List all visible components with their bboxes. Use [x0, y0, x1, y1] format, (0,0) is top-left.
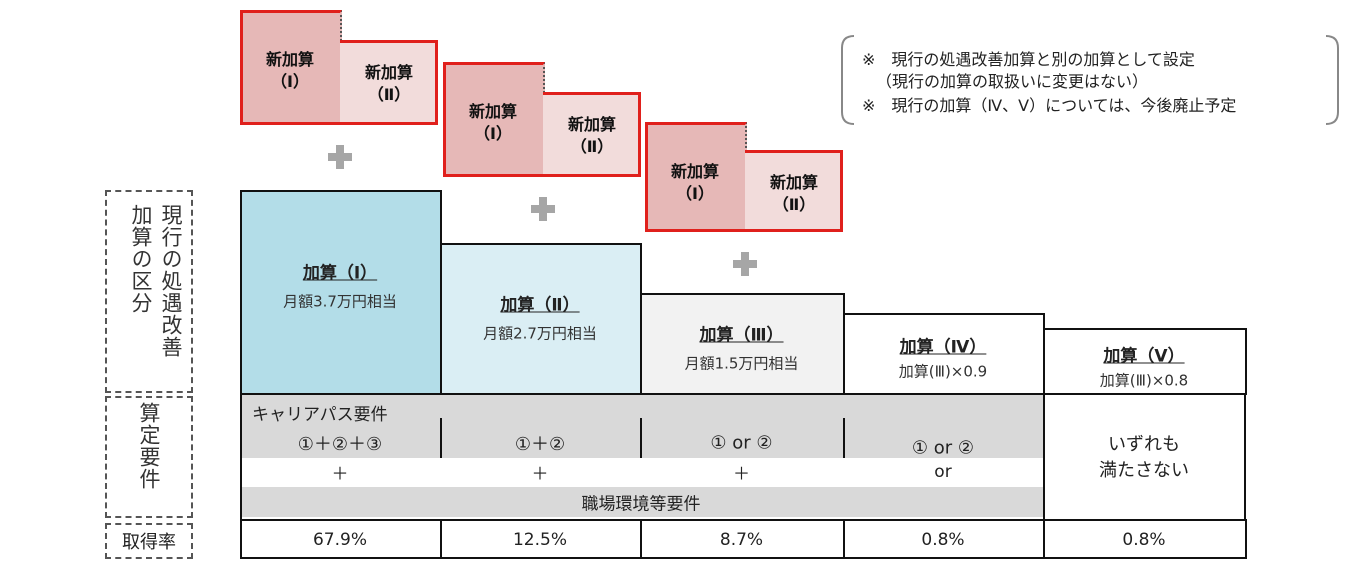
workplace-band — [240, 487, 1043, 517]
column-name: 加算（Ⅴ） — [1103, 346, 1185, 367]
rate: 0.8% — [1122, 530, 1166, 550]
new-addition-name: 新加算 — [265, 50, 315, 69]
column-amount: 月額3.7万円相当 — [283, 292, 397, 311]
rate: 0.8% — [921, 530, 965, 550]
plus-icon — [531, 197, 555, 221]
new-addition-name: 新加算 — [769, 173, 819, 192]
requirement: 満たさない — [1099, 460, 1189, 481]
new-addition-name: 新加算 — [364, 63, 414, 82]
workplace-label: 職場環境等要件 — [581, 494, 701, 515]
requirement: ① or ② — [710, 432, 773, 454]
column-amount: 月額2.7万円相当 — [483, 324, 597, 343]
requirement: いずれも — [1108, 434, 1180, 455]
column-name: 加算（Ⅰ） — [302, 263, 378, 284]
column — [843, 313, 1045, 395]
new-addition-name: 新加算 — [567, 115, 617, 134]
connector: ＋ — [733, 464, 750, 485]
rate: 67.9% — [312, 530, 368, 550]
column-amount: 月額1.5万円相当 — [684, 354, 799, 373]
row-label: 取得率 — [122, 532, 176, 553]
rate: 12.5% — [512, 530, 568, 550]
column-divider — [1043, 393, 1045, 521]
new-addition-box — [240, 10, 342, 125]
connector: ＋ — [331, 464, 349, 485]
rate-cell — [1043, 519, 1247, 559]
note-line: （現行の加算の取扱いに変更はない） — [876, 72, 1149, 91]
note-line: ※ 現行の加算（Ⅳ、Ⅴ）については、今後廃止予定 — [862, 96, 1237, 115]
requirement: ①＋② — [514, 434, 566, 455]
column-amount: 加算(Ⅲ)×0.9 — [898, 362, 988, 381]
new-addition-box — [443, 62, 545, 177]
career-path-label: キャリアパス要件 — [252, 405, 388, 425]
requirement: ① or ② — [911, 437, 975, 459]
new-addition-box — [543, 92, 641, 177]
note-bracket — [841, 35, 1339, 125]
connector: or — [934, 462, 952, 482]
column-divider — [440, 418, 442, 458]
column-name: 加算（Ⅱ） — [500, 295, 580, 316]
column — [1043, 328, 1247, 395]
new-addition-grade: （Ⅱ） — [367, 85, 411, 104]
column — [440, 243, 642, 395]
column-divider — [843, 418, 845, 458]
row-label: 算定要件 — [137, 402, 161, 490]
column — [240, 190, 442, 395]
column-divider — [640, 418, 642, 458]
new-addition-grade: （Ⅰ） — [474, 124, 512, 143]
rate: 8.7% — [719, 530, 764, 550]
new-addition-grade: （Ⅰ） — [676, 184, 714, 203]
plus-icon — [328, 145, 352, 169]
label-box — [105, 190, 193, 393]
requirement: ①＋②＋③ — [297, 434, 383, 455]
column-name: 加算（Ⅳ） — [899, 337, 987, 358]
new-addition-name: 新加算 — [468, 102, 518, 121]
column-amount: 加算(Ⅲ)×0.8 — [1099, 371, 1189, 390]
row-label: 現行の処遇改善加算の区分 — [129, 204, 183, 358]
note-line: ※ 現行の処遇改善加算と別の加算として設定 — [862, 50, 1195, 69]
new-addition-name: 新加算 — [670, 162, 720, 181]
requirements-box — [240, 393, 1246, 521]
new-addition-grade: （Ⅱ） — [772, 195, 816, 214]
plus-icon — [733, 252, 757, 276]
new-addition-box — [340, 40, 438, 125]
new-addition-box — [745, 150, 843, 232]
label-box — [105, 396, 193, 518]
new-addition-box — [645, 122, 747, 232]
new-addition-grade: （Ⅰ） — [271, 72, 309, 91]
label-box — [105, 523, 193, 559]
new-addition-grade: （Ⅱ） — [570, 137, 614, 156]
connector: ＋ — [531, 464, 549, 485]
column-name: 加算（Ⅲ） — [699, 325, 784, 346]
